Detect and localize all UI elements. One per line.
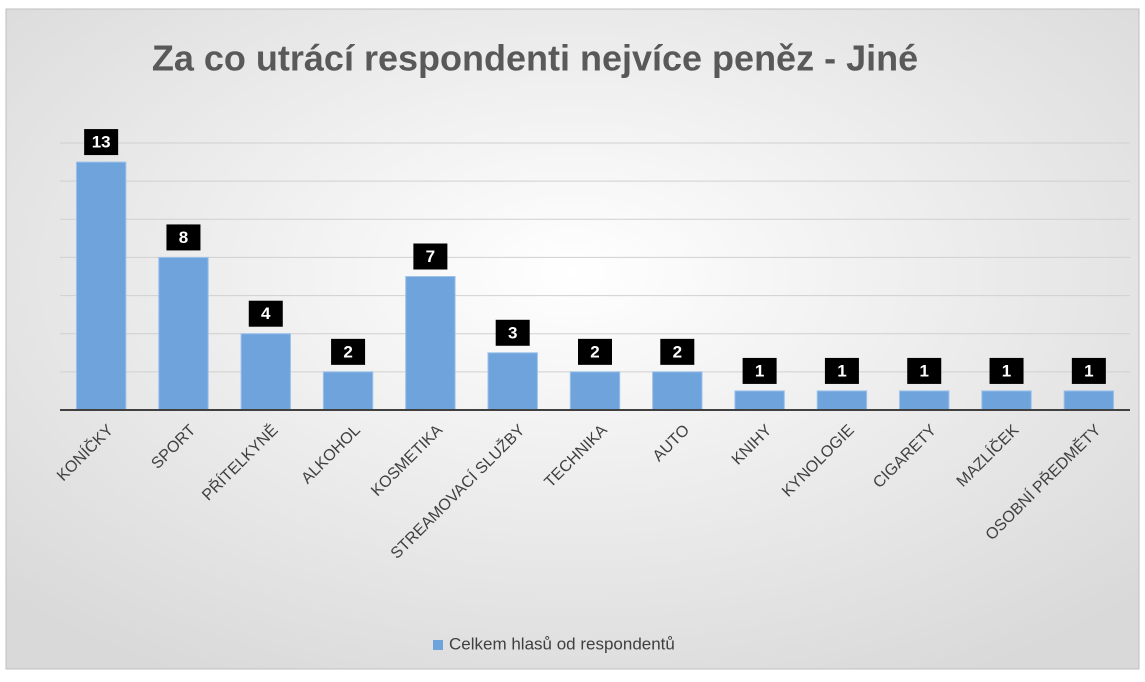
legend-swatch [433, 640, 443, 650]
data-label: 2 [343, 342, 352, 361]
bar [405, 276, 456, 411]
bar [981, 390, 1032, 411]
bar [652, 371, 703, 411]
data-label: 2 [673, 342, 682, 361]
data-label: 3 [508, 323, 517, 342]
data-label-box [660, 338, 695, 365]
data-label-box [495, 319, 530, 346]
chart-title: Za co utrácí respondenti nejvíce peněz -… [152, 38, 918, 79]
data-label: 1 [755, 361, 764, 380]
bar [158, 256, 209, 411]
data-label-box [84, 129, 119, 156]
data-label: 7 [426, 247, 435, 266]
data-label-box [742, 357, 777, 384]
legend-label: Celkem hlasů od respondentů [449, 634, 675, 653]
data-label: 13 [92, 133, 111, 152]
bar [899, 390, 950, 411]
bar [322, 371, 374, 411]
bar [734, 390, 785, 411]
bar [1063, 390, 1115, 411]
bar [75, 161, 127, 411]
data-label-box [331, 338, 366, 365]
data-label-box [824, 357, 859, 384]
data-label: 4 [261, 304, 271, 323]
data-label-box [413, 243, 448, 270]
data-label-box [907, 357, 942, 384]
data-label-box [1071, 357, 1106, 384]
data-label-box [989, 357, 1024, 384]
data-label: 1 [1002, 361, 1011, 380]
data-label: 2 [590, 342, 599, 361]
bar [816, 390, 868, 411]
data-label-box [248, 300, 283, 327]
bar [569, 371, 621, 411]
bar [240, 333, 291, 411]
bar [487, 352, 538, 411]
data-label: 8 [179, 228, 188, 247]
data-label-box [166, 224, 201, 251]
data-label: 1 [919, 361, 928, 380]
data-label: 1 [1084, 361, 1093, 380]
data-label: 1 [837, 361, 846, 380]
data-label-box [578, 338, 612, 365]
